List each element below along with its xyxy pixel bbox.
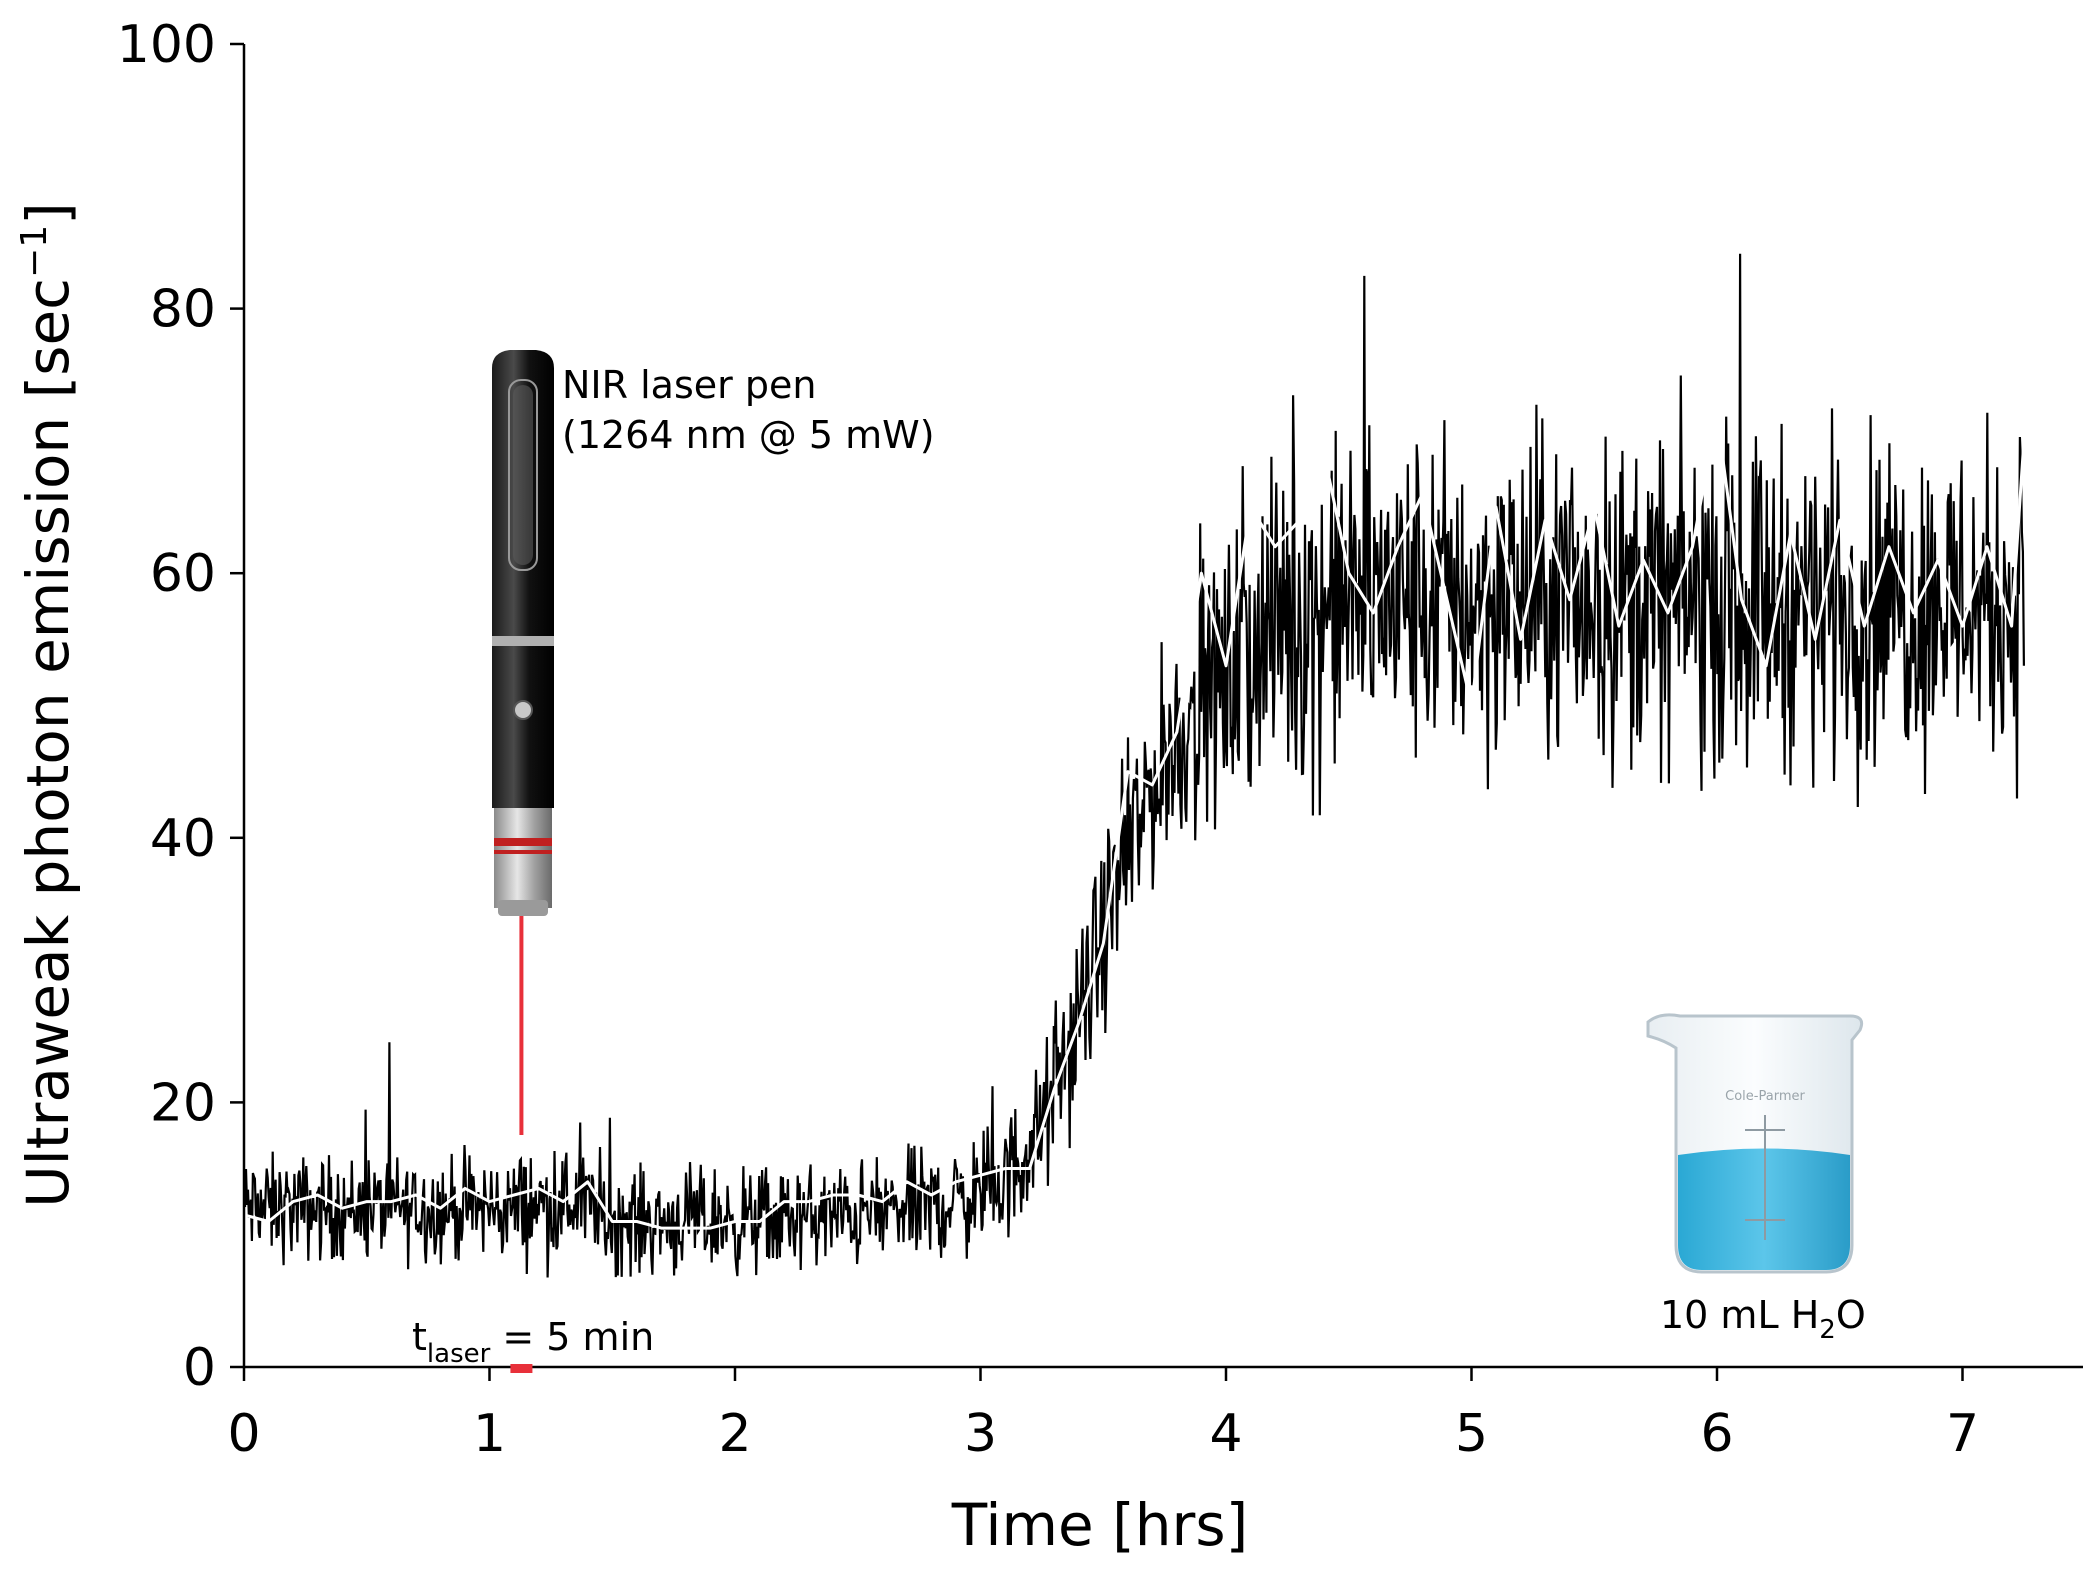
beaker-label: 10 mL H2O — [1660, 1293, 1866, 1345]
tlaser-marker — [510, 1364, 533, 1373]
smoothed-signal-line — [243, 412, 2026, 1230]
y-tick-label: 40 — [150, 809, 216, 869]
raw-signal-line — [242, 253, 2025, 1278]
y-tick-label: 80 — [150, 280, 216, 340]
y-axis-title: Ultraweak photon emission [sec−1] — [14, 202, 82, 1208]
x-tick-label: 4 — [1209, 1404, 1242, 1464]
laser-label-line1: NIR laser pen — [562, 363, 816, 407]
x-axis-title: Time [hrs] — [951, 1491, 1248, 1559]
y-tick-label: 60 — [150, 544, 216, 604]
y-axis-ticks: 0 20 40 60 80 100 — [117, 15, 244, 1398]
x-tick-label: 0 — [227, 1404, 260, 1464]
x-tick-label: 6 — [1700, 1404, 1733, 1464]
x-tick-label: 5 — [1455, 1404, 1488, 1464]
svg-text:Cole-Parmer: Cole-Parmer — [1725, 1089, 1805, 1104]
laser-label-line2: (1264 nm @ 5 mW) — [562, 413, 935, 457]
x-tick-label: 7 — [1946, 1404, 1979, 1464]
y-tick-label: 0 — [183, 1338, 216, 1398]
laser-pen-icon — [492, 350, 554, 916]
raw-signal-trace — [242, 253, 2025, 1278]
x-tick-label: 3 — [964, 1404, 997, 1464]
y-tick-label: 20 — [150, 1073, 216, 1133]
x-axis-ticks: 0 1 2 3 4 5 6 7 — [227, 1367, 1979, 1464]
y-tick-label: 100 — [117, 15, 216, 75]
beaker-icon: Cole-Parmer — [1646, 1013, 1864, 1274]
x-tick-label: 1 — [473, 1404, 506, 1464]
tlaser-label: tlaser = 5 min — [412, 1315, 654, 1369]
x-tick-label: 2 — [718, 1404, 751, 1464]
